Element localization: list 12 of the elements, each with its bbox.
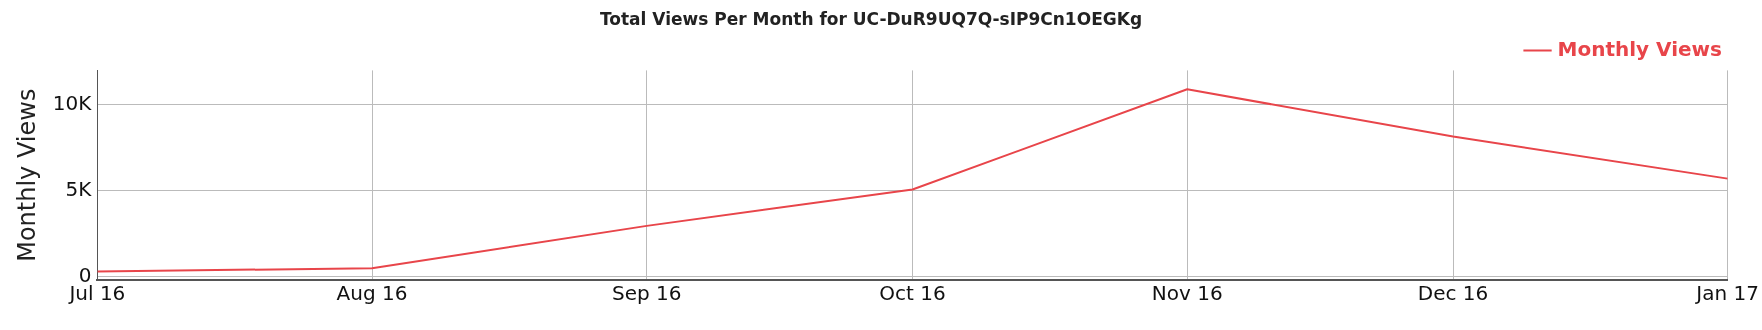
- x-tick-label: Nov 16: [1151, 281, 1223, 306]
- x-tick-label: Sep 16: [611, 281, 682, 306]
- x-tick-label: Aug 16: [336, 281, 408, 306]
- chart-title: Total Views Per Month for UC-DuR9UQ7Q-sIP9Cn1OEGKg: [599, 8, 1143, 29]
- x-tick-label: Dec 16: [1417, 281, 1489, 306]
- x-tick-label: Jul 16: [67, 281, 126, 306]
- y-tick-label: 5K: [65, 176, 93, 201]
- legend-label: Monthly Views: [1557, 36, 1723, 61]
- x-tick-label: Oct 16: [879, 281, 946, 306]
- y-tick-label: 10K: [52, 90, 93, 115]
- y-axis-title: Monthly Views: [12, 88, 41, 262]
- x-tick-label: Jan 17: [1694, 281, 1759, 306]
